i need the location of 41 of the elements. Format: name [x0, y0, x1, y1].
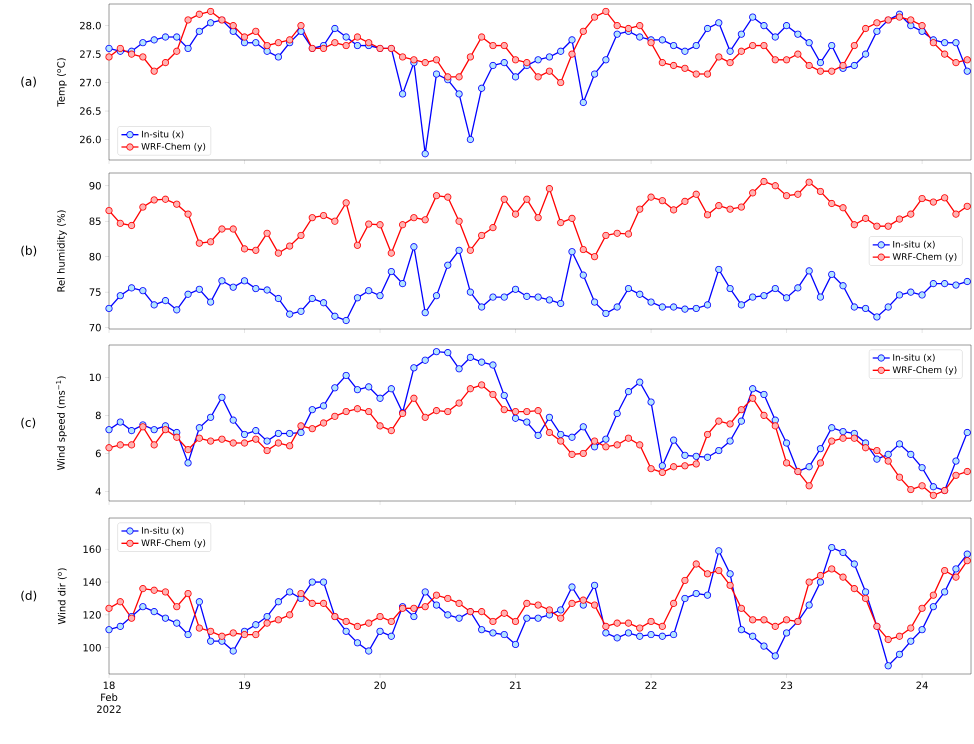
legend-label: WRF-Chem (y)	[892, 252, 956, 262]
text: (d)	[21, 590, 36, 602]
y-tick-label: 27.5	[80, 50, 101, 58]
text: (b)	[21, 246, 36, 256]
y-tick-label: 6	[96, 450, 101, 458]
y-tick-label: 120	[84, 611, 101, 619]
y-tick-label: 27.0	[80, 78, 101, 86]
y-axis-title: Wind speed (ms$^{−1}$)	[56, 376, 67, 470]
legend-label: WRF-Chem (y)	[141, 142, 206, 152]
x-tick-label: 22	[645, 682, 656, 689]
x-tick-label: 20	[374, 682, 386, 690]
y-tick-label: 75	[90, 288, 101, 296]
legend-label: In-situ (x)	[893, 354, 935, 362]
y-tick-label: 85	[89, 217, 101, 225]
y-tick-label: 90	[89, 182, 101, 190]
y-tick-label: 160	[84, 545, 101, 553]
legend-label: WRF-Chem (y)	[141, 539, 206, 548]
y-axis-title: Rel humidity (%)	[57, 210, 67, 292]
y-tick-label: 8	[96, 412, 101, 420]
y-axis-title: Temp ($^{o}$C)	[57, 58, 67, 107]
y-tick-label: 100	[84, 644, 101, 652]
y-tick-label: 26.5	[80, 107, 101, 115]
x-tick-label: 18 Feb 2022	[97, 682, 121, 713]
text: (c)	[21, 418, 36, 428]
y-tick-label: 80	[89, 252, 101, 260]
x-tick-label: 21	[510, 682, 521, 689]
legend-label: In-situ (x)	[142, 130, 184, 139]
y-tick-label: 10	[90, 374, 101, 382]
x-tick-label: 24	[916, 682, 928, 689]
x-tick-label: 23	[780, 682, 792, 690]
y-tick-label: 140	[84, 578, 101, 586]
legend-label: WRF-Chem (y)	[892, 366, 956, 375]
legend-label: In-situ (x)	[142, 526, 184, 535]
y-tick-label: 26.0	[80, 136, 101, 144]
legend-label: In-situ (x)	[893, 240, 935, 249]
text: (a)	[21, 76, 36, 88]
x-tick-label: 19	[239, 682, 250, 690]
y-tick-label: 4	[96, 488, 101, 496]
y-axis-title: Wind dir ($^{o}$)	[58, 568, 67, 624]
y-tick-label: 28.0	[80, 22, 101, 30]
y-tick-label: 70	[90, 324, 101, 332]
